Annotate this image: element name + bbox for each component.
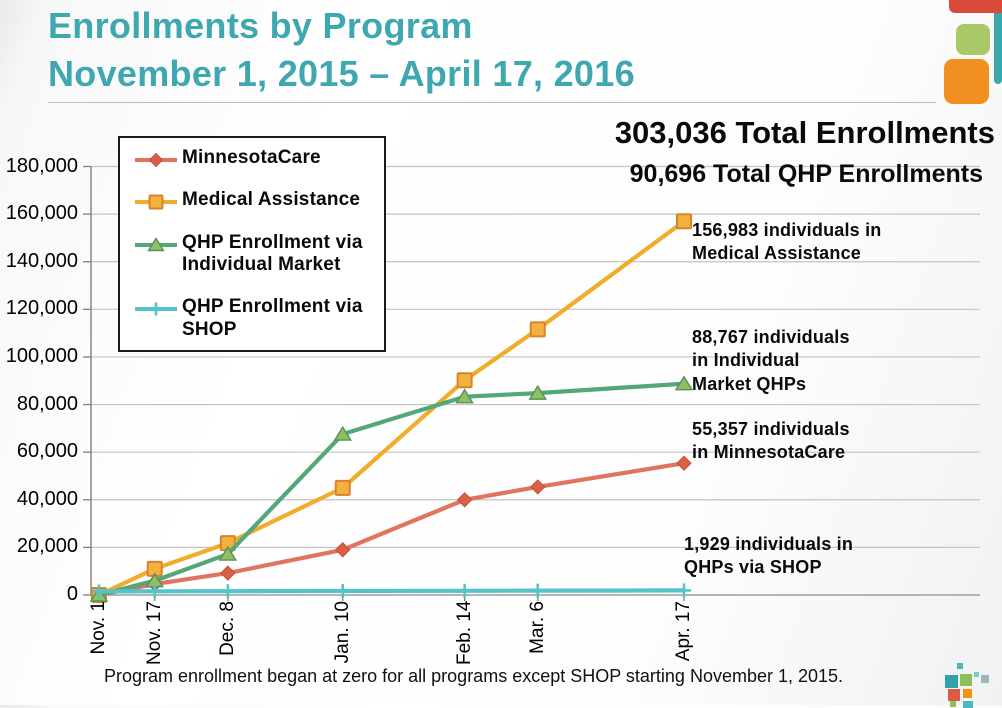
marker-diamond-minnesotacare [676,455,692,471]
x-axis-tick-label: Mar. 6 [526,601,548,654]
marker-square-medical-assistance [529,321,546,338]
title-underline [48,102,936,103]
marker-square-medical-assistance [676,213,693,230]
series-line-qhp-enrollment-via-individual-market [96,381,687,598]
legend-item-label: Medical Assistance [182,189,361,211]
y-axis-tick-label: 80,000 [16,392,78,415]
legend-item-medical-assistance: Medical Assistance [132,189,374,212]
y-axis-tick-label: 140,000 [5,249,78,272]
y-axis-tick-label: 20,000 [16,535,78,558]
legend-item-label: QHP Enrollment via SHOP [182,296,363,340]
marker-diamond-minnesotacare [530,479,546,495]
mosaic-square [950,701,956,707]
mosaic-square [945,675,958,688]
annotation-shop: 1,929 individuals in QHPs via SHOP [684,534,854,578]
marker-diamond-minnesotacare [456,492,473,508]
marker-triangle-qhp-enrollment-via-individual-market [218,545,238,561]
marker-triangle-qhp-enrollment-via-individual-market [333,425,353,441]
mosaic-square [960,674,972,686]
legend-plus-marker-icon [135,302,177,316]
legend-item-qhp-enrollment-via-shop: QHP Enrollment via SHOP [132,296,374,341]
legend-item-minnesotacare: MinnesotaCare [132,147,374,170]
marker-square-medical-assistance [334,479,351,496]
x-axis-tick-label: Nov. 1 [88,601,109,655]
y-axis-tick-label: 60,000 [16,440,78,463]
marker-triangle-qhp-enrollment-via-individual-market [674,375,694,391]
marker-diamond-minnesotacare [335,542,351,558]
slide-title: Enrollments by Program November 1, 2015 –… [48,2,635,97]
mosaic-square [974,672,979,677]
x-axis-tick-label: Feb. 14 [453,600,475,665]
total-qhp-enrollments-stat: 90,696 Total QHP Enrollments [629,160,983,188]
annotation-minnesotacare: 55,357 individuals in MinnesotaCare [692,419,850,463]
marker-diamond-minnesotacare [148,152,164,168]
logo-orange-square [944,59,989,104]
annotation-medical-assistance: 156,983 individuals in Medical Assistanc… [692,220,882,264]
marker-square-medical-assistance [148,194,164,210]
marker-diamond-minnesotacare [220,565,236,581]
x-axis-tick-label: Jan. 10 [331,601,353,664]
marker-triangle-qhp-enrollment-via-individual-market [528,384,548,400]
y-axis-tick-label: 40,000 [16,487,78,510]
logo-green-square [956,24,990,55]
y-axis-tick-label: 160,000 [5,202,78,225]
y-axis-tick-label: 120,000 [5,297,78,320]
logo-teal-bar [994,9,1002,84]
marker-square-medical-assistance [456,372,473,389]
mosaic-square [957,663,963,669]
logo-red-square [949,0,1002,13]
x-axis-tick-label: Apr. 17 [673,601,694,662]
legend-item-label: QHP Enrollment via Individual Market [182,231,363,276]
y-axis-tick-label: 0 [66,583,78,605]
y-axis-tick-label: 180,000 [5,154,78,177]
mosaic-square [963,689,972,698]
mosaic-square [948,689,960,701]
legend-diamond-marker-icon [135,152,177,168]
series-line-qhp-enrollment-via-shop [96,588,687,594]
annotation-individual-market: 88,767 individuals in Individual Market … [692,327,850,394]
series-line-minnesotacare [96,461,687,598]
footnote: Program enrollment began at zero for all… [104,666,844,686]
mnsure-logo-mosaic [940,658,1002,708]
title-line-1: Enrollments by Program [48,5,473,46]
legend-square-marker-icon [135,194,177,210]
marker-triangle-qhp-enrollment-via-individual-market [455,388,474,404]
x-axis-tick-label: Nov. 17 [143,600,165,665]
total-enrollments-stat: 303,036 Total Enrollments [614,115,995,150]
y-axis-tick-label: 100,000 [5,344,78,367]
mosaic-square [981,675,989,683]
chart-legend: MinnesotaCare Medical Assistance QHP Enrol… [118,136,386,352]
legend-item-label: MinnesotaCare [182,147,321,168]
marker-triangle-qhp-enrollment-via-individual-market [147,237,165,252]
legend-triangle-marker-icon [135,237,177,252]
title-line-2: November 1, 2015 – April 17, 2016 [48,52,635,94]
x-axis-tick-label: Dec. 8 [216,601,238,656]
legend-item-qhp-enrollment-via-individual-market: QHP Enrollment via Individual Market [132,232,374,277]
